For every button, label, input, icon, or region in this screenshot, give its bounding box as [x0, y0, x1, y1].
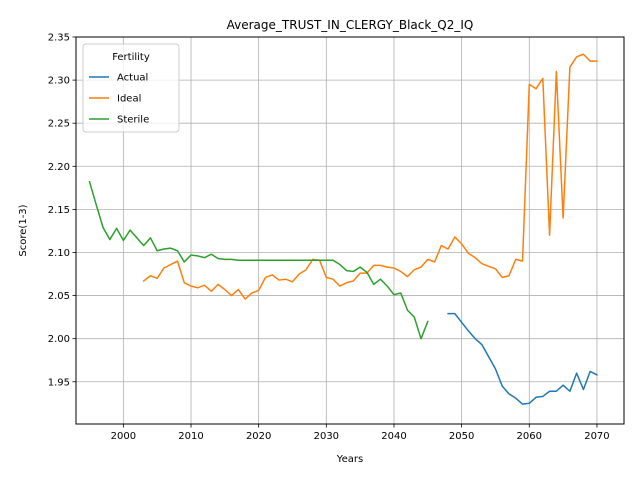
x-tick-label: 2070 [584, 431, 609, 442]
y-tick-label: 2.20 [48, 162, 70, 173]
y-tick-label: 2.30 [48, 76, 70, 87]
y-tick-label: 2.10 [48, 248, 70, 259]
series-line-ideal [142, 53, 598, 300]
chart-title: Average_TRUST_IN_CLERGY_Black_Q2_IQ [227, 18, 474, 32]
x-tick-label: 2060 [517, 431, 542, 442]
x-tick-label: 2010 [178, 431, 203, 442]
series-line-sterile [88, 180, 429, 340]
y-tick-label: 2.25 [48, 119, 70, 130]
series-line-actual [447, 312, 598, 405]
y-tick-label: 2.35 [48, 33, 70, 44]
plot-frame [75, 36, 625, 425]
y-tick-label: 2.00 [48, 334, 70, 345]
legend-label-sterile: Sterile [117, 115, 149, 126]
x-tick-label: 2030 [314, 431, 339, 442]
y-tick-label: 1.95 [48, 377, 70, 388]
grid [76, 36, 624, 424]
legend: Fertility Actual Ideal Sterile [82, 43, 180, 133]
y-tick-label: 2.05 [48, 291, 70, 302]
y-axis-title: Score(1-3) [18, 204, 29, 256]
x-tick-label: 2050 [449, 431, 474, 442]
legend-title: Fertility [112, 52, 150, 63]
legend-label-ideal: Ideal [117, 94, 141, 105]
legend-items: Actual Ideal Sterile [89, 73, 149, 126]
x-tick-label: 2020 [246, 431, 271, 442]
legend-label-actual: Actual [117, 73, 148, 84]
x-axis-title: Years [336, 454, 363, 465]
axis-ticks: 2000 2010 2020 2030 2040 2050 2060 2070 1.95 2.00… [48, 33, 610, 443]
legend-box [82, 43, 180, 133]
x-tick-label: 2040 [381, 431, 406, 442]
series-lines [88, 53, 598, 405]
x-tick-label: 2000 [111, 431, 136, 442]
y-tick-label: 2.15 [48, 205, 70, 216]
